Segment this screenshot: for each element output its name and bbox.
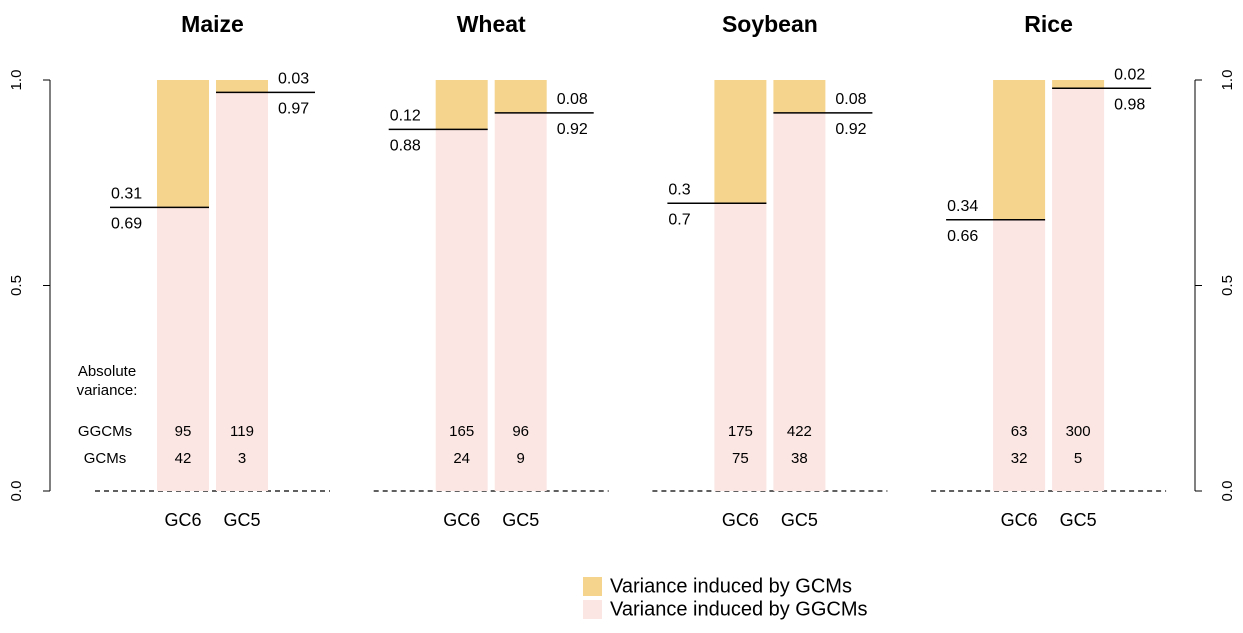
bar-segment <box>216 92 268 491</box>
absolute-variance: 96 <box>512 423 529 440</box>
legend-label: Variance induced by GCMs <box>610 575 852 597</box>
bar-segment <box>773 80 826 113</box>
bar-segment <box>773 112 826 491</box>
data-label: 0.92 <box>835 121 866 138</box>
chart-title: Rice <box>1024 11 1073 37</box>
absolute-variance-row-label: GGCMs <box>78 423 132 440</box>
bar-segment <box>494 80 547 113</box>
absolute-variance: 5 <box>1074 450 1082 467</box>
chart-title: Wheat <box>457 11 526 37</box>
chart-title: Maize <box>181 11 244 37</box>
y-tick-label: 0.0 <box>8 481 25 502</box>
data-label: 0.3 <box>668 182 690 199</box>
bar-segment <box>157 80 209 208</box>
absolute-variance: 95 <box>175 423 192 440</box>
x-tick-label: GC6 <box>722 510 759 530</box>
bar-segment <box>1052 88 1105 491</box>
data-label: 0.69 <box>111 216 142 233</box>
bar-segment <box>494 112 547 491</box>
x-tick-label: GC5 <box>223 510 260 530</box>
legend-swatch <box>583 600 602 619</box>
bar-segment <box>1052 80 1105 89</box>
bar-segment <box>216 80 268 93</box>
x-tick-label: GC5 <box>781 510 818 530</box>
data-label: 0.88 <box>390 138 421 155</box>
absolute-variance: 9 <box>517 450 525 467</box>
absolute-variance: 300 <box>1066 423 1091 440</box>
bar-segment <box>157 207 209 491</box>
data-label: 0.66 <box>947 228 978 245</box>
data-label: 0.31 <box>111 186 142 203</box>
chart-title: Soybean <box>722 11 818 37</box>
bar-segment <box>993 219 1046 492</box>
absolute-variance: 38 <box>791 450 808 467</box>
y-tick-label: 1.0 <box>8 70 25 91</box>
data-label: 0.34 <box>947 198 978 215</box>
legend-swatch <box>583 577 602 596</box>
absolute-variance-label: Absolute variance: <box>76 363 138 399</box>
absolute-variance: 63 <box>1011 423 1028 440</box>
x-tick-label: GC6 <box>443 510 480 530</box>
data-label: 0.12 <box>390 108 421 125</box>
bar-segment <box>714 203 767 492</box>
data-label: 0.98 <box>1114 96 1145 113</box>
data-label: 0.03 <box>278 71 309 88</box>
absolute-variance: 165 <box>449 423 474 440</box>
absolute-variance: 42 <box>175 450 192 467</box>
x-tick-label: GC6 <box>1001 510 1038 530</box>
absolute-variance-row-label: GCMs <box>84 450 127 467</box>
x-tick-label: GC5 <box>1060 510 1097 530</box>
absolute-variance: 422 <box>787 423 812 440</box>
data-label: 0.7 <box>668 212 690 229</box>
absolute-variance: 75 <box>732 450 749 467</box>
x-tick-label: GC6 <box>164 510 201 530</box>
data-label: 0.92 <box>557 121 588 138</box>
absolute-variance: 32 <box>1011 450 1028 467</box>
y-tick-label: 0.5 <box>1219 275 1236 296</box>
y-tick-label: 0.5 <box>8 275 25 296</box>
bar-segment <box>714 80 767 204</box>
absolute-variance: 175 <box>728 423 753 440</box>
absolute-variance: 3 <box>238 450 246 467</box>
y-tick-label: 0.0 <box>1219 481 1236 502</box>
absolute-variance: 119 <box>230 423 254 440</box>
absolute-variance: 24 <box>453 450 470 467</box>
data-label: 0.08 <box>835 91 866 108</box>
y-tick-label: 1.0 <box>1219 70 1236 91</box>
data-label: 0.08 <box>557 91 588 108</box>
bar-segment <box>435 129 488 491</box>
bar-segment <box>435 80 488 130</box>
data-label: 0.02 <box>1114 66 1145 83</box>
data-label: 0.97 <box>278 101 309 118</box>
x-tick-label: GC5 <box>502 510 539 530</box>
bar-segment <box>993 80 1046 220</box>
legend-label: Variance induced by GGCMs <box>610 598 868 620</box>
